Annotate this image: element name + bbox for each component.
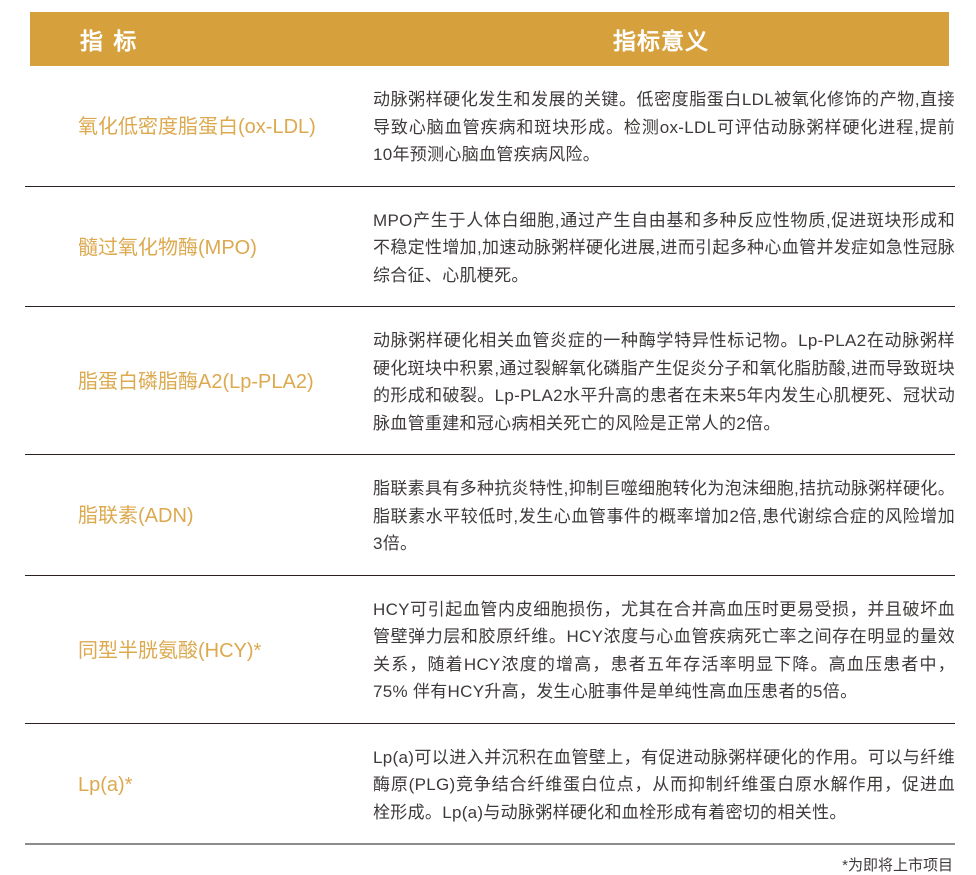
table-row: 髓过氧化物酶(MPO) MPO产生于人体白细胞,通过产生自由基和多种反应性物质,… — [25, 187, 955, 307]
indicator-name: 同型半胱氨酸(HCY)* — [78, 639, 262, 662]
indicator-meaning: Lp(a)可以进入并沉积在血管壁上，有促进动脉粥样硬化的作用。可以与纤维酶原(P… — [373, 747, 955, 822]
biomarker-table-page: 指 标 指标意义 氧化低密度脂蛋白(ox-LDL) 动脉粥样硬化发生和发展的关键… — [25, 12, 955, 874]
table-row: 氧化低密度脂蛋白(ox-LDL) 动脉粥样硬化发生和发展的关键。低密度脂蛋白LD… — [25, 66, 955, 187]
indicator-name: 脂联素(ADN) — [78, 505, 194, 528]
table-row: Lp(a)* Lp(a)可以进入并沉积在血管壁上，有促进动脉粥样硬化的作用。可以… — [25, 724, 955, 845]
table-header: 指 标 指标意义 — [30, 12, 949, 66]
header-col-meaning: 指标意义 — [613, 28, 709, 54]
indicator-meaning: 动脉粥样硬化发生和发展的关键。低密度脂蛋白LDL被氧化修饰的产物,直接导致心脑血… — [373, 90, 955, 164]
indicator-meaning: 脂联素具有多种抗炎特性,抑制巨噬细胞转化为泡沫细胞,拮抗动脉粥样硬化。脂联素水平… — [373, 479, 955, 553]
biomarker-table: 氧化低密度脂蛋白(ox-LDL) 动脉粥样硬化发生和发展的关键。低密度脂蛋白LD… — [25, 66, 955, 845]
indicator-name: 氧化低密度脂蛋白(ox-LDL) — [78, 116, 316, 139]
table-row: 脂蛋白磷脂酶A2(Lp-PLA2) 动脉粥样硬化相关血管炎症的一种酶学特异性标记… — [25, 307, 955, 455]
indicator-meaning: 动脉粥样硬化相关血管炎症的一种酶学特异性标记物。Lp-PLA2在动脉粥样硬化斑块… — [373, 331, 955, 433]
table-row: 脂联素(ADN) 脂联素具有多种抗炎特性,抑制巨噬细胞转化为泡沫细胞,拮抗动脉粥… — [25, 455, 955, 576]
header-col-indicator: 指 标 — [80, 28, 139, 54]
indicator-name: 髓过氧化物酶(MPO) — [78, 236, 257, 259]
indicator-meaning: HCY可引起血管内皮细胞损伤，尤其在合并高血压时更易受损，并且破坏血管壁弹力层和… — [373, 599, 955, 702]
indicator-meaning: MPO产生于人体白细胞,通过产生自由基和多种反应性物质,促进斑块形成和不稳定性增… — [373, 210, 955, 285]
indicator-name: 脂蛋白磷脂酶A2(Lp-PLA2) — [78, 371, 314, 393]
indicator-name: Lp(a)* — [78, 773, 133, 796]
footnote: *为即将上市项目 — [842, 857, 953, 874]
table-row: 同型半胱氨酸(HCY)* HCY可引起血管内皮细胞损伤，尤其在合并高血压时更易受… — [25, 576, 955, 724]
